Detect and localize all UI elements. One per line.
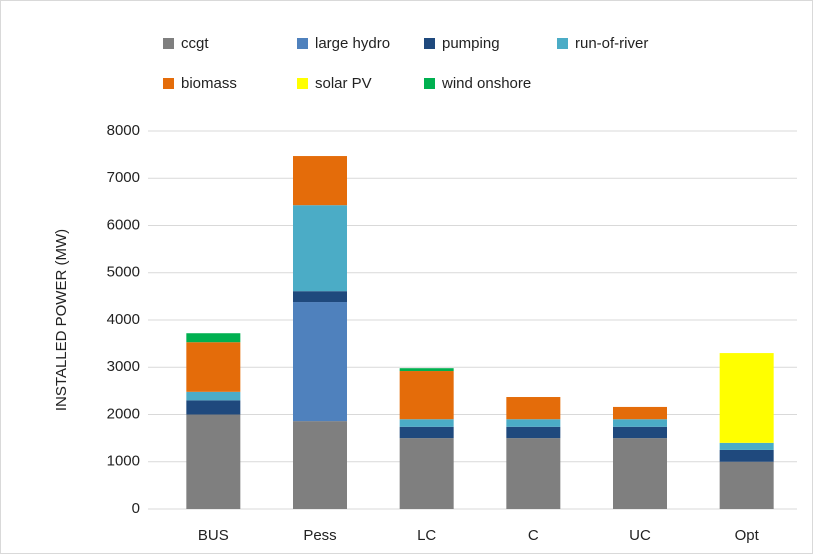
y-tick-label: 2000 [107, 405, 140, 422]
x-tick-label: Pess [303, 527, 336, 544]
legend-label: run-of-river [575, 35, 648, 52]
bar-segment [293, 156, 347, 206]
bar-segment [186, 414, 241, 509]
bar-segment [293, 421, 347, 509]
bar-segment [293, 302, 347, 422]
bar-segment [399, 419, 454, 427]
bar-segment [719, 442, 774, 450]
legend-label: wind onshore [441, 75, 531, 92]
bar-segment [506, 438, 561, 509]
y-tick-label: 8000 [107, 122, 140, 139]
legend-swatch [163, 38, 174, 49]
y-tick-label: 0 [132, 500, 140, 517]
bar-segment [719, 461, 774, 509]
legend-swatch [557, 38, 568, 49]
bar-segment [506, 426, 561, 439]
bar-segment [186, 342, 241, 392]
y-tick-label: 5000 [107, 264, 140, 281]
bar-segment [186, 333, 241, 343]
bar-segment [293, 205, 347, 292]
bar-segment [613, 426, 667, 439]
bar-segment [399, 371, 454, 420]
y-tick-label: 3000 [107, 358, 140, 375]
legend-swatch [424, 38, 435, 49]
y-tick-label: 4000 [107, 311, 140, 328]
bar-segment [293, 291, 347, 303]
legend-swatch [163, 78, 174, 89]
bar-segment [186, 391, 241, 401]
y-axis-label: INSTALLED POWER (MW) [53, 229, 70, 411]
legend-label: solar PV [315, 75, 372, 92]
y-tick-label: 6000 [107, 216, 140, 233]
bar-segment [719, 449, 774, 462]
x-tick-label: BUS [198, 527, 229, 544]
bar-segment [613, 406, 667, 420]
y-tick-label: 7000 [107, 169, 140, 186]
bar-segment [613, 419, 667, 427]
x-tick-label: LC [417, 527, 436, 544]
legend-swatch [424, 78, 435, 89]
legend-label: large hydro [315, 35, 390, 52]
x-tick-label: Opt [735, 527, 760, 544]
legend-swatch [297, 38, 308, 49]
bar-segment [506, 397, 561, 420]
x-tick-label: C [528, 527, 539, 544]
bar-segment [186, 400, 241, 415]
x-tick-label: UC [629, 527, 651, 544]
y-tick-label: 1000 [107, 453, 140, 470]
bar-segment [506, 419, 561, 427]
legend-label: biomass [181, 75, 237, 92]
bar-segment [719, 353, 774, 443]
bar-segment [613, 438, 667, 509]
legend-swatch [297, 78, 308, 89]
bar-segment [399, 368, 454, 372]
bar-segment [399, 438, 454, 509]
bar-segment [399, 426, 454, 439]
legend-label: pumping [442, 35, 500, 52]
legend-label: ccgt [181, 35, 209, 52]
